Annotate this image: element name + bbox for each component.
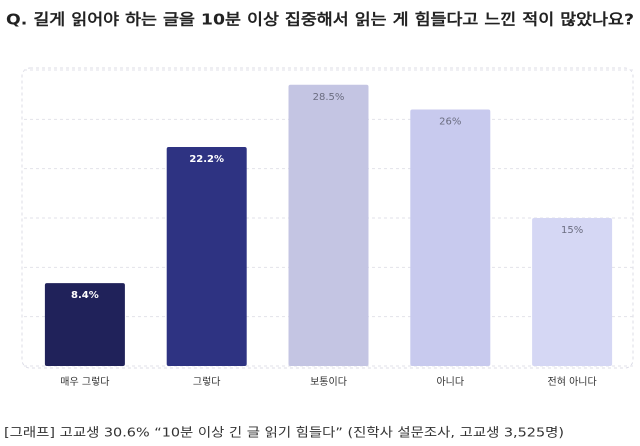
value-label: 22.2%	[189, 154, 224, 165]
bar	[288, 84, 369, 367]
x-tick-label: 전혀 아니다	[548, 376, 597, 388]
value-label: 15%	[561, 225, 583, 236]
x-tick-label: 보통이다	[310, 376, 347, 388]
x-tick-label: 매우 그렇다	[60, 375, 109, 388]
value-label: 28.5%	[313, 92, 345, 103]
bar	[44, 283, 125, 366]
plot-frame	[21, 67, 634, 369]
value-label: 26%	[439, 116, 461, 127]
bar	[166, 146, 247, 366]
bar	[532, 218, 613, 366]
x-tick-label: 아니다	[436, 376, 464, 388]
chart-title: Q. 길게 읽어야 하는 글을 10분 이상 집중해서 읽는 게 힘들다고 느낀…	[6, 10, 634, 29]
bar	[410, 109, 491, 366]
value-label: 8.4%	[71, 290, 99, 301]
x-tick-label: 그렇다	[193, 375, 221, 388]
caption: [그래프] 고교생 30.6% “10분 이상 긴 글 읽기 힘들다” (진학사…	[4, 425, 564, 440]
